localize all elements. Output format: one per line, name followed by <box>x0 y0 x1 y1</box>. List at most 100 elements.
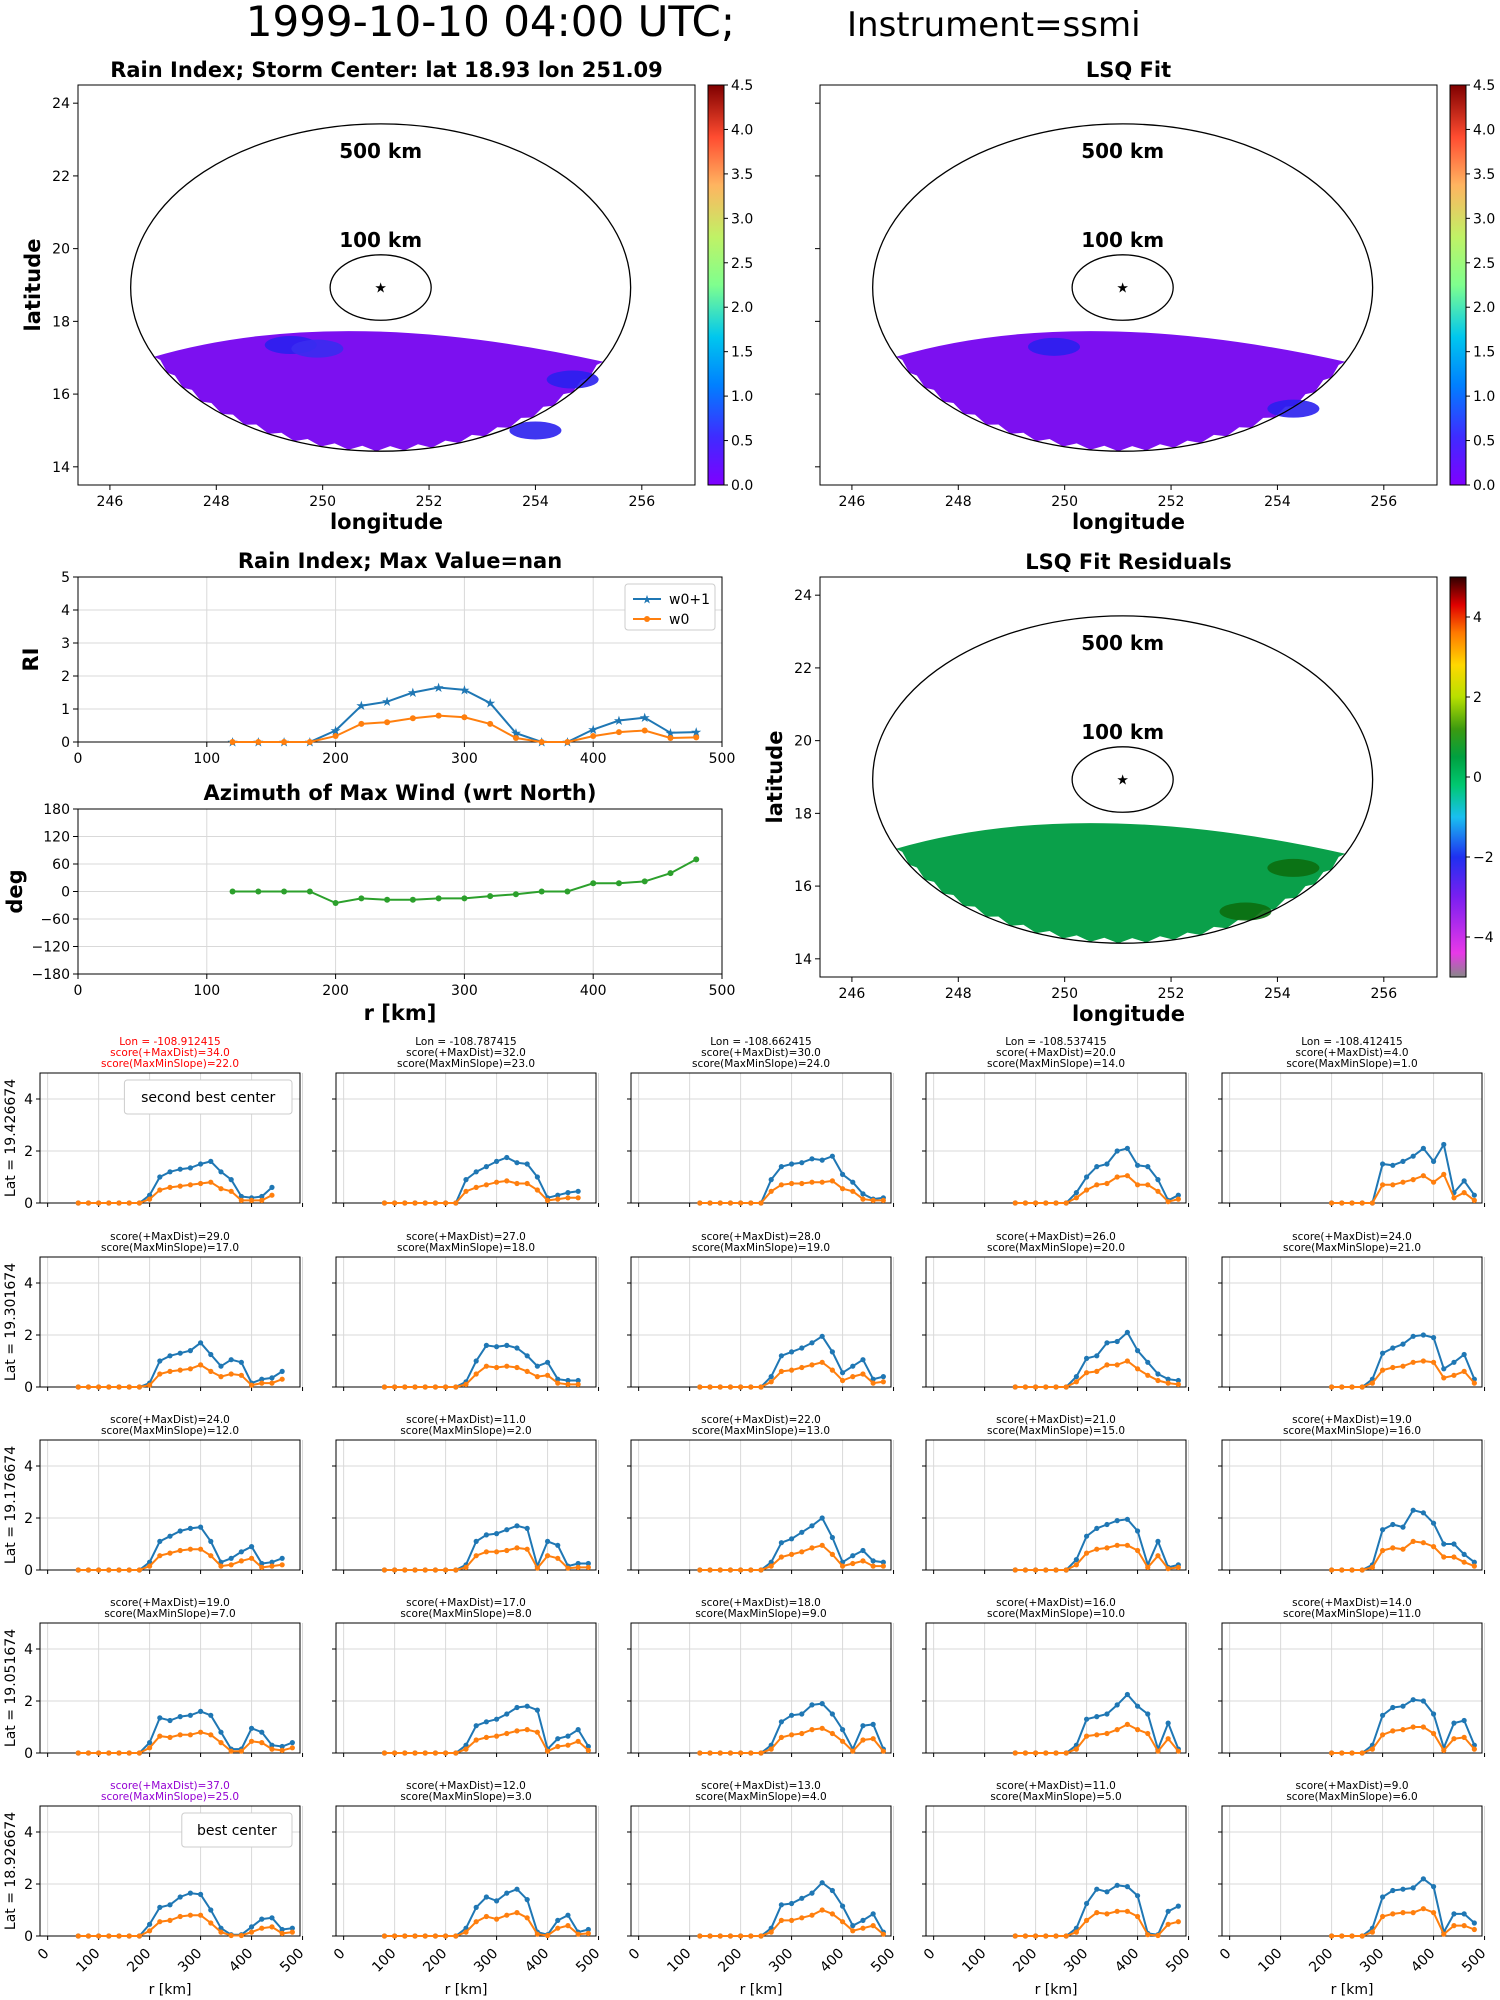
data-point <box>197 1161 204 1167</box>
data-point <box>279 1368 285 1374</box>
data-point <box>667 870 674 877</box>
data-point <box>402 1567 408 1573</box>
data-point <box>218 1169 224 1175</box>
colorbar-tick-label: 4.5 <box>731 78 753 94</box>
cell-frame <box>335 1072 597 1204</box>
y-axis-label: RI <box>19 648 43 672</box>
data-point <box>1369 1200 1375 1206</box>
data-point <box>1400 1546 1406 1552</box>
data-point <box>809 1912 815 1918</box>
y-tick-label: 120 <box>43 830 70 846</box>
data-point <box>358 895 365 902</box>
data-point <box>1339 1200 1345 1206</box>
data-point <box>1165 1566 1171 1572</box>
data-point <box>187 1182 193 1188</box>
data-point <box>1379 1894 1386 1900</box>
data-point <box>279 1562 285 1568</box>
data-point <box>116 1567 122 1573</box>
data-point <box>106 1384 112 1390</box>
data-point <box>167 1169 173 1175</box>
data-point <box>1410 1910 1416 1916</box>
data-point <box>269 1192 275 1198</box>
x-tick-label: 256 <box>628 494 655 510</box>
y-tick-label: 20 <box>52 242 70 258</box>
data-point <box>279 1555 285 1561</box>
data-point <box>768 1374 774 1380</box>
data-point <box>870 1563 876 1569</box>
data-point <box>504 1912 510 1918</box>
data-point <box>870 1197 876 1203</box>
data-point <box>1022 1933 1029 1939</box>
data-point <box>238 1193 244 1200</box>
data-point <box>534 1565 540 1571</box>
ring-100km-label: 100 km <box>339 228 422 252</box>
cell-frame <box>39 1805 301 1937</box>
data-point <box>269 1742 275 1748</box>
swath-field <box>896 823 1346 944</box>
cell-legend-label: best center <box>197 1823 277 1839</box>
data-point <box>473 1737 479 1743</box>
data-point <box>860 1196 866 1202</box>
swath-patch <box>1028 337 1081 356</box>
y-tick-label: 16 <box>52 387 70 403</box>
data-point: ★ <box>484 697 496 712</box>
data-point <box>187 1890 193 1896</box>
data-point <box>435 895 442 902</box>
y-axis-label: latitude <box>763 731 787 824</box>
data-point <box>1165 1921 1171 1927</box>
data-point <box>799 1549 805 1555</box>
grid-cell: 0 2 4 0 100 200 300 400 500 score(+MaxDist)=37.0s… <box>24 1780 307 1998</box>
data-point <box>1053 1933 1059 1939</box>
cell-score-label: score(MaxMinSlope)=19.0 <box>692 1242 830 1254</box>
data-point <box>1134 1348 1141 1354</box>
data-point <box>259 1729 265 1735</box>
x-tick-label: 500 <box>1163 1946 1193 1976</box>
data-point <box>1083 1917 1090 1923</box>
data-point <box>1134 1727 1141 1733</box>
data-point <box>269 1380 275 1386</box>
colorbar-tick-label: −4 <box>1473 930 1494 946</box>
data-point <box>289 1740 295 1746</box>
x-tick-label: 0 <box>921 1946 939 1964</box>
data-point <box>809 1179 815 1185</box>
data-point <box>1400 1179 1406 1185</box>
data-point <box>384 896 391 903</box>
data-point <box>514 1180 520 1187</box>
x-tick-label: 100 <box>959 1946 989 1976</box>
x-tick-label: 200 <box>715 1946 745 1976</box>
data-point <box>1461 1717 1467 1724</box>
data-point <box>228 1371 234 1377</box>
data-point <box>1104 1730 1110 1737</box>
data-point <box>799 1730 805 1737</box>
data-point <box>126 1567 132 1573</box>
data-point <box>463 1929 469 1935</box>
ring-500km <box>130 123 632 452</box>
data-point <box>289 1745 295 1751</box>
data-point <box>768 1559 774 1565</box>
data-point: ★ <box>356 699 368 714</box>
data-point <box>707 1567 713 1573</box>
data-point <box>157 1715 163 1721</box>
colorbar-fill <box>1449 576 1467 978</box>
data-point <box>512 735 519 742</box>
data-point <box>738 1750 744 1756</box>
y-tick-label: 18 <box>52 314 70 330</box>
cell-frame <box>39 1439 301 1571</box>
cell-frame <box>1221 1072 1483 1204</box>
data-point <box>157 1187 163 1193</box>
data-point <box>717 1567 723 1573</box>
data-point <box>1073 1379 1079 1385</box>
cell-score-label: score(MaxMinSlope)=11.0 <box>1283 1608 1421 1620</box>
x-tick-label: 300 <box>766 1946 796 1976</box>
data-point <box>443 1567 449 1573</box>
data-point <box>306 739 313 745</box>
data-point <box>422 1567 428 1573</box>
data-point <box>1043 1200 1049 1206</box>
y-tick-label: 0 <box>24 1929 33 1945</box>
cell-score-label: score(+MaxDist)=28.0 <box>701 1231 821 1243</box>
data-point <box>248 1197 255 1203</box>
data-point <box>585 1930 591 1936</box>
y-tick-label: 14 <box>52 460 70 476</box>
plot-title: Rain Index; Max Value=nan <box>238 549 562 573</box>
data-point <box>126 1750 132 1756</box>
